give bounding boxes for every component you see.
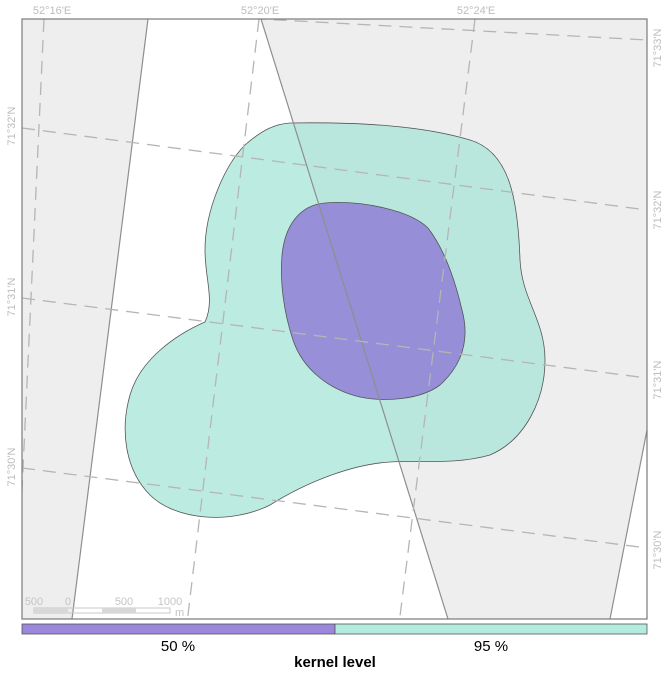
- legend-title: kernel level: [294, 654, 376, 671]
- latitude-label: 71°33'N: [652, 28, 664, 67]
- latitude-label: 71°32'N: [652, 190, 664, 229]
- strip-boundary-left: [71, 19, 149, 619]
- scale-tick-label: 500: [25, 596, 43, 608]
- scale-tick-label: 0: [65, 596, 71, 608]
- scale-bar: 500 0 500 1000 m: [25, 596, 184, 619]
- longitude-label: 52°20'E: [241, 5, 279, 17]
- graticule-parallels: [22, 19, 647, 549]
- scale-tick-label: 1000: [158, 596, 182, 608]
- parallel-line: [22, 127, 647, 211]
- latitude-label: 71°30'N: [6, 447, 18, 486]
- legend: 50 % 95 % kernel level: [21, 623, 648, 671]
- latitude-label: 71°32'N: [6, 106, 18, 145]
- latitude-label: 71°31'N: [6, 277, 18, 316]
- parallel-line: [22, 467, 647, 549]
- legend-label-95: 95 %: [474, 638, 508, 655]
- scale-bar-segment: [102, 608, 136, 613]
- longitude-label: 52°16'E: [33, 5, 71, 17]
- legend-swatch-50: [21, 623, 336, 635]
- wedge-boundary: [609, 429, 647, 619]
- parallel-line: [22, 297, 647, 379]
- legend-swatch-95: [334, 623, 648, 635]
- scale-tick-label: 500: [115, 596, 133, 608]
- map-panel-frame: [21, 18, 648, 620]
- scale-unit-label: m: [175, 607, 184, 619]
- latitude-label: 71°31'N: [652, 360, 664, 399]
- kernel-50-contour: [281, 202, 466, 400]
- longitude-label: 52°24'E: [457, 5, 495, 17]
- legend-label-50: 50 %: [161, 638, 195, 655]
- strip-boundary-right: [260, 19, 449, 619]
- latitude-label: 71°30'N: [652, 530, 664, 569]
- scale-bar-segment: [34, 608, 68, 613]
